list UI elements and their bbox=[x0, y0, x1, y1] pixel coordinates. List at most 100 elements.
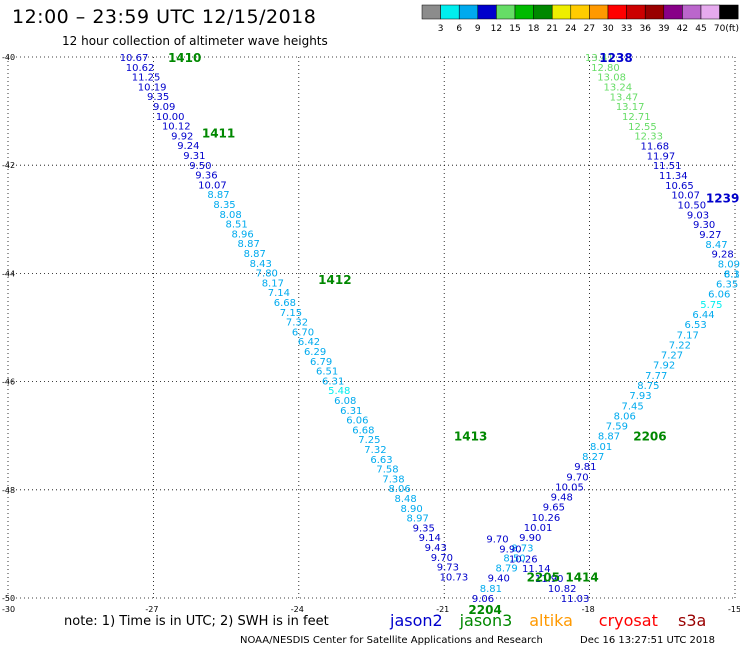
wave-height-point: 11.68 bbox=[640, 142, 669, 153]
colorbar-swatch bbox=[551, 4, 572, 20]
grid bbox=[7, 56, 736, 599]
y-tick-label: -42 bbox=[2, 161, 15, 170]
colorbar-swatch bbox=[570, 4, 590, 20]
generated-timestamp: Dec 16 13:27:51 UTC 2018 bbox=[580, 635, 715, 646]
x-tick-label: -18 bbox=[582, 605, 595, 614]
wave-height-point: 7.32 bbox=[286, 318, 308, 329]
wave-height-point: 7.58 bbox=[376, 465, 398, 476]
wave-height-point: 10.65 bbox=[665, 181, 694, 192]
wave-height-point: 9.43 bbox=[425, 543, 447, 554]
wave-height-point: 9.90 bbox=[519, 533, 541, 544]
colorbar-swatch bbox=[496, 4, 516, 20]
colorbar-label: 42 bbox=[677, 24, 688, 34]
colorbar-swatch bbox=[700, 4, 720, 20]
colorbar-swatch bbox=[626, 4, 646, 20]
wave-height-point: 9.28 bbox=[712, 250, 734, 261]
wave-height-point: 7.45 bbox=[621, 401, 643, 412]
wave-height-point: 7.32 bbox=[364, 445, 386, 456]
wave-height-point: 8.96 bbox=[232, 229, 254, 240]
time-label: 1239 bbox=[706, 192, 739, 206]
wave-height-point: 8.97 bbox=[407, 514, 429, 525]
wave-height-point: 8.35 bbox=[213, 200, 235, 211]
wave-height-point: 8.17 bbox=[262, 278, 284, 289]
wave-height-point: 8.08 bbox=[219, 210, 241, 221]
wave-height-point: 9.35 bbox=[413, 523, 435, 534]
legend-item: jason3 bbox=[459, 611, 513, 630]
y-tick-label: -44 bbox=[2, 269, 15, 278]
wave-height-point: 12.33 bbox=[634, 132, 663, 143]
wave-height-point: 6.44 bbox=[692, 310, 714, 321]
colorbar-label: 30 bbox=[602, 24, 614, 34]
wave-height-point: 9.48 bbox=[551, 493, 573, 504]
y-tick-label: -48 bbox=[2, 486, 15, 495]
colorbar-label: 36 bbox=[639, 24, 651, 34]
wave-height-point: 9.35 bbox=[147, 92, 169, 103]
wave-height-point: 10.73 bbox=[440, 572, 469, 583]
wave-height-point: 13.41 bbox=[585, 53, 614, 64]
wave-height-point: 13.17 bbox=[616, 102, 645, 113]
x-tick-label: -15 bbox=[728, 605, 740, 614]
wave-height-point: 11.14 bbox=[522, 564, 551, 575]
wave-height-point: 7.17 bbox=[677, 330, 699, 341]
wave-height-point: 9.36 bbox=[195, 171, 217, 182]
wave-height-point: 8.48 bbox=[394, 494, 416, 505]
wave-height-point: 9.92 bbox=[171, 131, 193, 142]
wave-height-point: 6.06 bbox=[708, 290, 730, 301]
wave-height-point: 11.34 bbox=[659, 171, 688, 182]
wave-height-point: 8.47 bbox=[705, 240, 727, 251]
legend-item: cryosat bbox=[599, 611, 658, 630]
colorbar-label: 9 bbox=[475, 24, 481, 34]
wave-height-point: 6.63 bbox=[370, 455, 392, 466]
time-labels: 1410 1411 1412 1413 1414 2204 2205 2206 1238 1239 bbox=[168, 51, 739, 617]
wave-height-point: 11.25 bbox=[132, 73, 161, 84]
colorbar-swatch bbox=[644, 4, 665, 20]
wave-height-point: 7.80 bbox=[256, 269, 278, 280]
legend-item: jason2 bbox=[389, 611, 443, 630]
credit-text: NOAA/NESDIS Center for Satellite Applica… bbox=[240, 635, 543, 646]
wave-height-point: 12.80 bbox=[591, 63, 620, 74]
y-tick-label: -50 bbox=[2, 594, 15, 603]
wave-height-point: 8.81 bbox=[480, 584, 502, 595]
wave-height-point: 5.48 bbox=[328, 386, 350, 397]
x-tick-label: -21 bbox=[436, 605, 449, 614]
wave-height-point: 11.03 bbox=[561, 594, 590, 605]
wave-height-point: 8.43 bbox=[250, 259, 272, 270]
colorbar-label: 18 bbox=[528, 24, 540, 34]
wave-height-point: 10.07 bbox=[198, 180, 227, 191]
time-label: 1412 bbox=[318, 273, 351, 287]
wave-height-point: 10.26 bbox=[532, 513, 561, 524]
time-label: 2206 bbox=[633, 430, 666, 444]
wave-height-point: 8.90 bbox=[401, 504, 423, 515]
x-tick-label: -30 bbox=[2, 605, 15, 614]
colorbar-swatch bbox=[477, 4, 497, 20]
wave-height-point: 7.22 bbox=[669, 340, 691, 351]
time-label: 1411 bbox=[202, 127, 235, 141]
colorbar-label: 45 bbox=[695, 24, 706, 34]
wave-height-point: 8.87 bbox=[207, 190, 229, 201]
wave-height-point: 10.01 bbox=[524, 523, 553, 534]
legend: note: 1) Time is in UTC; 2) SWH is in fe… bbox=[64, 611, 706, 630]
wave-height-point: 8.79 bbox=[495, 564, 517, 575]
wave-height-point: 6.29 bbox=[304, 347, 326, 358]
wave-height-point: 7.14 bbox=[268, 288, 290, 299]
colorbar-swatch bbox=[719, 4, 739, 20]
wave-height-point: 6.16 bbox=[724, 269, 740, 280]
wave-height-point: 10.05 bbox=[555, 482, 584, 493]
colorbar-label: 24 bbox=[565, 24, 577, 34]
wave-height-point: 8.06 bbox=[614, 411, 636, 422]
wave-height-point: 12.71 bbox=[622, 112, 651, 123]
wave-height-point: 8.87 bbox=[238, 239, 260, 250]
wave-height-point: 13.24 bbox=[603, 83, 632, 94]
wave-height-point: 11.51 bbox=[653, 161, 682, 172]
x-tick-label: -24 bbox=[291, 605, 304, 614]
colorbar-label: 70 bbox=[714, 24, 726, 34]
wave-height-point: 7.92 bbox=[653, 361, 675, 372]
colorbar-label: 6 bbox=[456, 24, 462, 34]
wave-height-point: 9.73 bbox=[437, 563, 459, 574]
wave-height-point: 6.31 bbox=[340, 406, 362, 417]
wave-height-point: 7.27 bbox=[661, 351, 683, 362]
wave-height-point: 8.75 bbox=[637, 381, 659, 392]
colorbar-swatch bbox=[440, 4, 460, 20]
wave-height-point: 9.70 bbox=[566, 472, 588, 483]
wave-height-point: 9.81 bbox=[574, 462, 596, 473]
